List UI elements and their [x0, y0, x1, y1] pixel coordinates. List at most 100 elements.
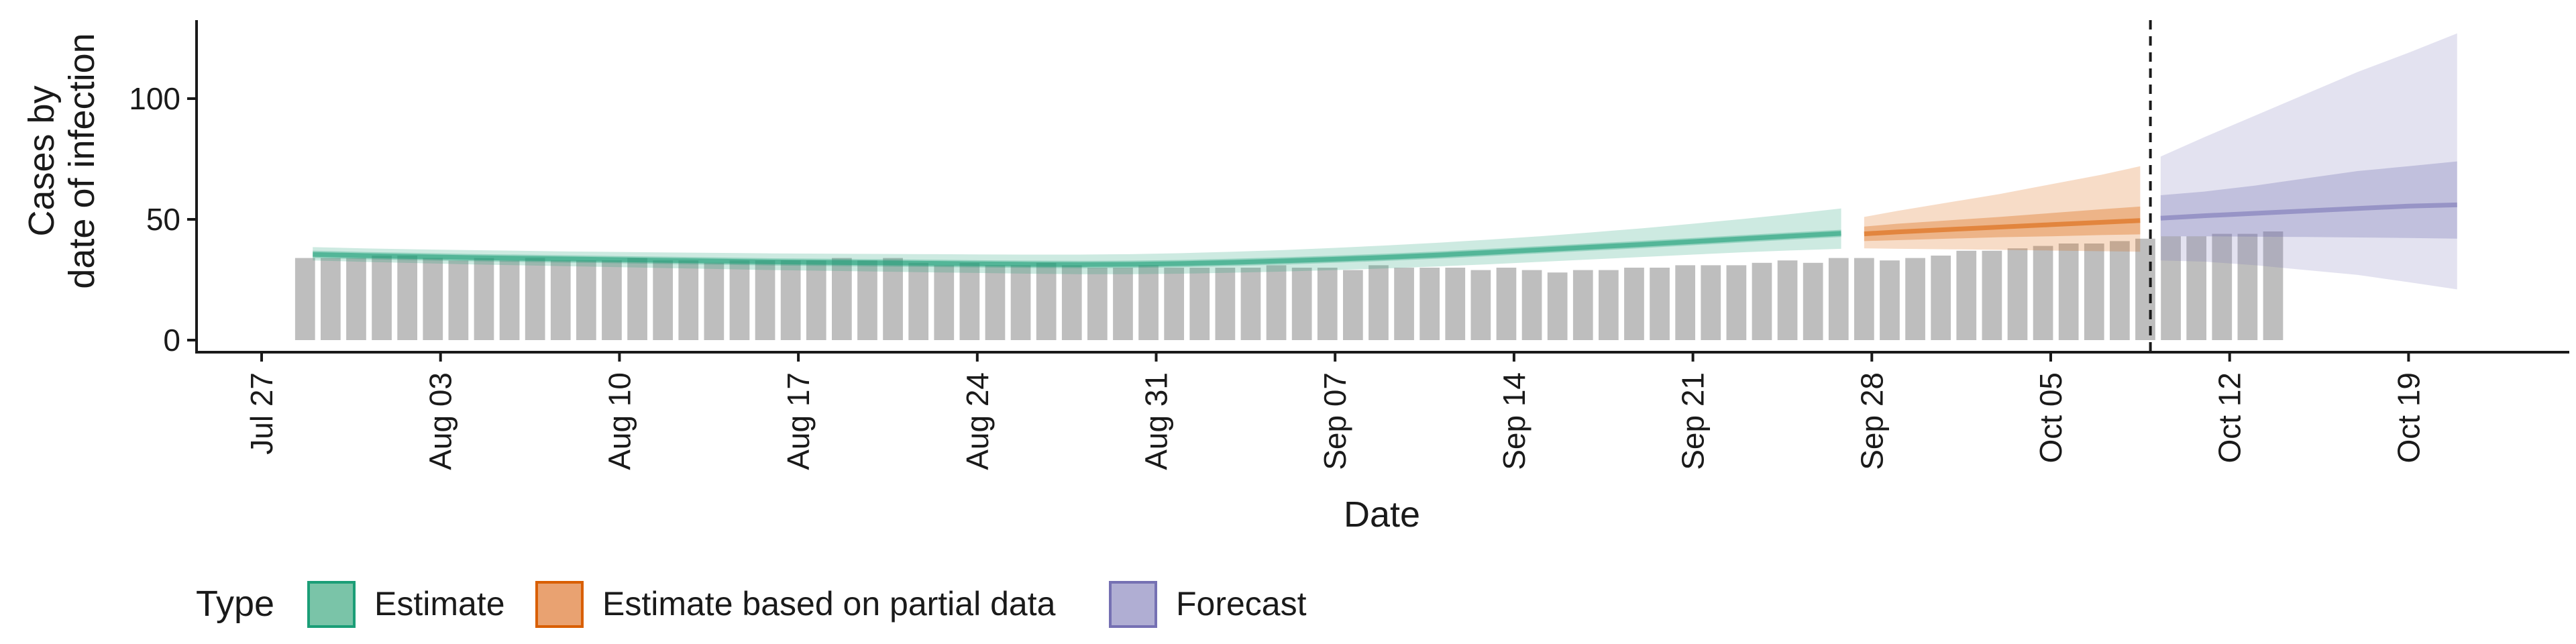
- reported-case-bar: [1496, 268, 1517, 340]
- reported-case-bar: [1675, 265, 1696, 340]
- reported-case-bar: [959, 262, 980, 340]
- x-tick-label: Sep 28: [1854, 372, 1889, 470]
- reported-case-bar: [883, 258, 903, 340]
- legend-key-1: [307, 581, 356, 628]
- reported-case-bar: [1854, 258, 1874, 340]
- reported-case-bar: [678, 260, 699, 340]
- x-tick-label: Aug 24: [960, 372, 995, 470]
- estimate-median-line: [313, 231, 1841, 267]
- reported-case-bar: [1240, 268, 1261, 340]
- reported-case-bar: [2263, 231, 2284, 340]
- x-tick-label: Aug 03: [423, 372, 458, 470]
- reported-case-bar: [1572, 270, 1593, 340]
- reported-case-bar: [2084, 244, 2104, 340]
- reported-case-bar: [1777, 260, 1798, 340]
- reported-case-bar: [1189, 268, 1210, 340]
- reported-case-bar: [908, 262, 929, 340]
- legend-title: Type: [196, 584, 274, 624]
- reported-case-bar: [346, 258, 366, 340]
- reported-case-bar: [1419, 268, 1440, 340]
- axes: [195, 20, 2569, 354]
- reported-case-bar: [423, 258, 443, 340]
- y-tick-label: 0: [163, 323, 180, 358]
- reported-case-bar: [1291, 268, 1312, 340]
- reported-case-bar: [1317, 268, 1338, 340]
- y-axis-ticks: 0 50 100: [129, 81, 197, 358]
- reported-case-bar: [1087, 268, 1108, 340]
- reported-case-bar: [2161, 236, 2181, 340]
- forecast-outer-band: [2160, 33, 2457, 290]
- reported-case-bar: [1931, 256, 1951, 340]
- reported-case-bar: [1752, 262, 1772, 340]
- reported-case-bar: [1624, 268, 1644, 340]
- legend-label-3: Forecast: [1176, 585, 1307, 623]
- legend-key-3: [1109, 581, 1157, 628]
- reported-case-bar: [576, 260, 596, 340]
- x-tick-label: Oct 05: [2033, 372, 2068, 464]
- reported-case-bar: [832, 258, 852, 340]
- reported-case-bar: [550, 260, 571, 340]
- reported-case-bar: [1547, 272, 1568, 340]
- reported-case-bar: [1215, 268, 1236, 340]
- reported-case-bar: [806, 260, 826, 340]
- reported-case-bar: [1828, 258, 1849, 340]
- y-tick-label: 50: [146, 202, 180, 237]
- reported-case-bar: [1343, 270, 1363, 340]
- reported-case-bar: [1521, 270, 1542, 340]
- reported-case-bar: [729, 260, 750, 340]
- reported-case-bar: [294, 258, 315, 340]
- reported-case-bar: [1599, 270, 1619, 340]
- reported-case-bar: [1701, 265, 1721, 340]
- x-axis-title: Date: [1344, 494, 1420, 535]
- reported-case-bar: [755, 260, 775, 340]
- legend-label-2: Estimate based on partial data: [602, 585, 1056, 623]
- reported-case-bar: [1803, 262, 1823, 340]
- reported-case-bar: [1650, 268, 1670, 340]
- legend-key-2: [535, 581, 584, 628]
- legend: Type Estimate Estimate based on partial d…: [196, 581, 1307, 628]
- reported-case-bar: [1956, 250, 1977, 340]
- estimate-bands: [313, 33, 2457, 290]
- reported-case-bar: [1368, 265, 1389, 340]
- legend-label-1: Estimate: [374, 585, 505, 623]
- reported-case-bar: [1010, 265, 1031, 340]
- x-tick-label: Oct 19: [2391, 372, 2426, 464]
- reported-case-bar: [2033, 246, 2053, 340]
- reported-case-bar: [1470, 270, 1491, 340]
- x-tick-label: Oct 12: [2212, 372, 2247, 464]
- reported-case-bar: [985, 265, 1006, 340]
- reported-case-bar: [2186, 236, 2207, 340]
- reported-case-bar: [2135, 238, 2155, 340]
- reported-case-bar: [1061, 265, 1082, 340]
- reported-case-bar: [934, 265, 955, 340]
- reported-case-bar: [857, 260, 877, 340]
- reported-case-bar: [2237, 233, 2258, 340]
- reported-case-bar: [1036, 262, 1057, 340]
- reported-case-bar: [2212, 233, 2233, 340]
- forecast-median-line: [2160, 202, 2457, 221]
- reported-case-bar: [780, 260, 801, 340]
- reported-case-bar: [372, 256, 392, 340]
- reported-case-bar: [1880, 260, 1900, 340]
- x-tick-label: Aug 17: [781, 372, 816, 470]
- reported-case-bar: [448, 260, 469, 340]
- y-axis-title-line1: Cases by: [21, 85, 62, 236]
- reported-case-bar: [1982, 250, 2002, 340]
- reported-case-bar: [1138, 265, 1159, 340]
- x-tick-label: Aug 31: [1139, 372, 1174, 470]
- partial-median-line: [1864, 218, 2141, 237]
- reported-case-bar: [2058, 244, 2079, 340]
- reported-case-bar: [1164, 268, 1185, 340]
- x-axis-ticks: Jul 27 Aug 03 Aug 10 Aug 17 Aug 24 Aug 31 Sep …: [244, 352, 2426, 470]
- reported-case-bar: [602, 260, 622, 340]
- estimate-outer-band: [313, 208, 1841, 274]
- reported-case-bar: [704, 262, 724, 340]
- x-tick-label: Sep 14: [1497, 372, 1532, 470]
- x-tick-label: Jul 27: [244, 372, 279, 455]
- y-tick-label: 100: [129, 81, 180, 116]
- reported-case-bar: [1113, 268, 1133, 340]
- y-axis-title: Cases by date of infection: [21, 33, 102, 288]
- reported-case-bar: [397, 256, 418, 340]
- reported-case-bar: [2007, 248, 2028, 340]
- reported-cases-bars: [294, 231, 2284, 340]
